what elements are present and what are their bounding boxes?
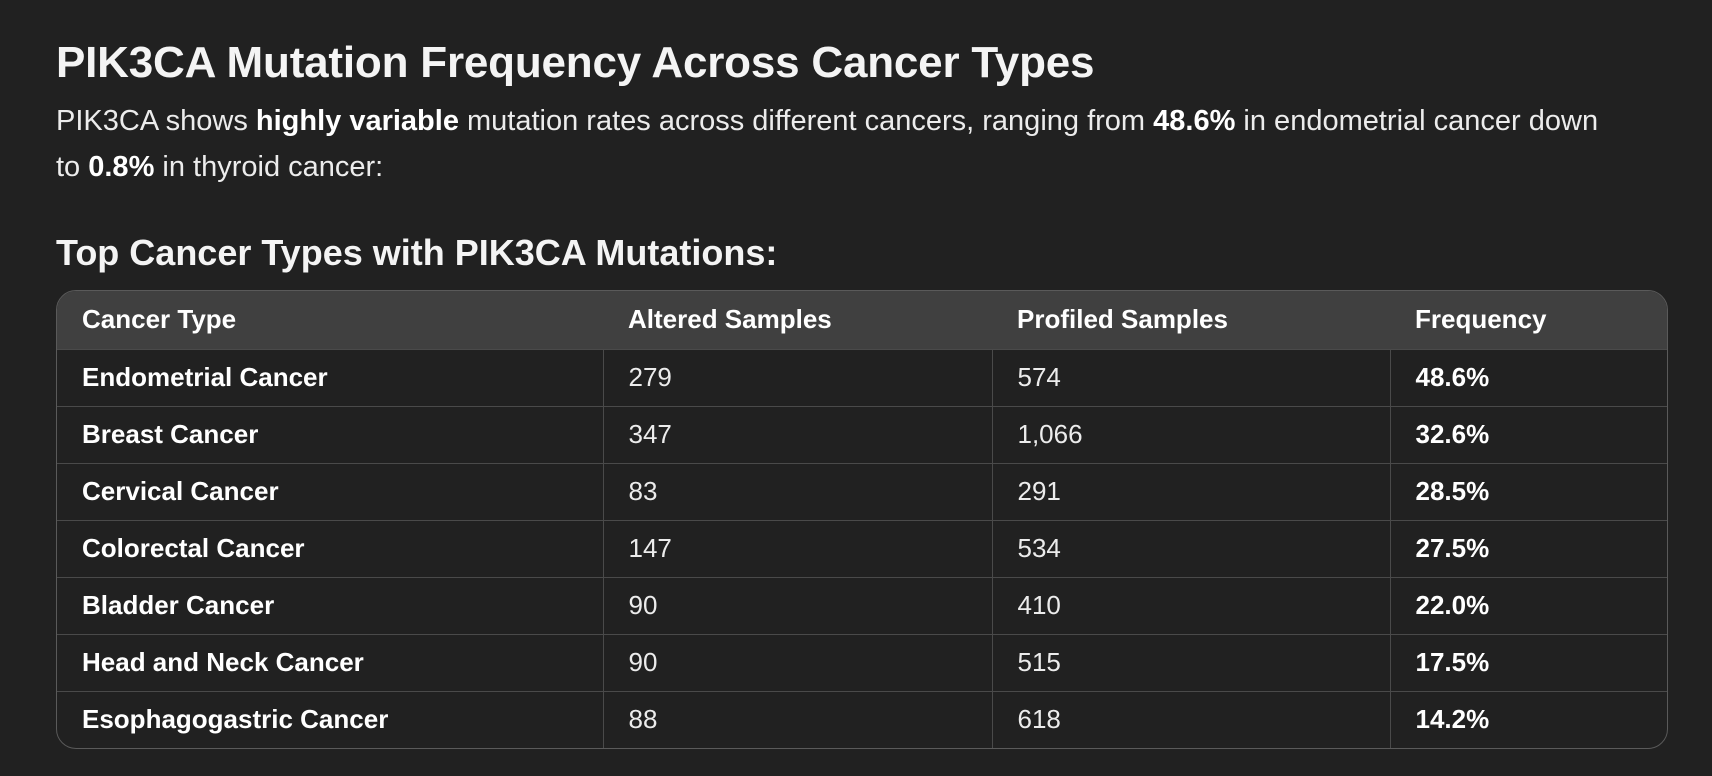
page-title: PIK3CA Mutation Frequency Across Cancer … bbox=[56, 38, 1095, 87]
cell-altered: 88 bbox=[602, 690, 992, 748]
header-cancer-type: Cancer Type bbox=[82, 304, 237, 335]
cell-altered: 83 bbox=[602, 462, 992, 520]
cell-cancer-type: Cervical Cancer bbox=[57, 462, 603, 520]
cell-cancer-type: Breast Cancer bbox=[57, 405, 603, 463]
cell-frequency: 17.5% bbox=[1389, 633, 1667, 691]
intro-bold-3: 0.8% bbox=[88, 151, 155, 183]
header-profiled-samples: Profiled Samples bbox=[1017, 304, 1228, 335]
cell-cancer-type: Bladder Cancer bbox=[57, 576, 603, 634]
cell-frequency: 28.5% bbox=[1389, 462, 1667, 520]
cell-cancer-type: Colorectal Cancer bbox=[57, 519, 603, 577]
intro-text-4: in thyroid cancer: bbox=[154, 151, 384, 183]
cell-cancer-type: Esophagogastric Cancer bbox=[57, 690, 603, 748]
cell-altered: 90 bbox=[602, 633, 992, 691]
mutation-table: Cancer Type Altered Samples Profiled Sam… bbox=[57, 291, 1667, 748]
intro-bold-1: highly variable bbox=[255, 105, 459, 137]
intro-paragraph: PIK3CA shows highly variable mutation ra… bbox=[56, 98, 1616, 190]
cell-frequency: 14.2% bbox=[1389, 690, 1667, 748]
header-frequency: Frequency bbox=[1415, 304, 1547, 335]
cell-profiled: 534 bbox=[991, 519, 1390, 577]
cell-profiled: 291 bbox=[991, 462, 1390, 520]
table-container: Cancer Type Altered Samples Profiled Sam… bbox=[56, 290, 1668, 749]
intro-text-1: PIK3CA shows bbox=[56, 105, 256, 137]
cell-frequency: 22.0% bbox=[1389, 576, 1667, 634]
intro-text-3: in endometrial cancer down to bbox=[56, 105, 1599, 183]
section-heading: Top Cancer Types with PIK3CA Mutations: bbox=[56, 232, 778, 273]
intro-text-2: mutation rates across different cancers,… bbox=[458, 105, 1154, 137]
table-row: Bladder Cancer 90 410 22.0% bbox=[57, 576, 1667, 634]
table-row: Colorectal Cancer 147 534 27.5% bbox=[57, 519, 1667, 577]
table-row: Esophagogastric Cancer 88 618 14.2% bbox=[57, 690, 1667, 748]
cell-frequency: 48.6% bbox=[1389, 348, 1667, 406]
cell-cancer-type: Head and Neck Cancer bbox=[57, 633, 603, 691]
cell-profiled: 574 bbox=[991, 348, 1390, 406]
cell-frequency: 27.5% bbox=[1389, 519, 1667, 577]
cell-profiled: 618 bbox=[991, 690, 1390, 748]
cell-altered: 90 bbox=[602, 576, 992, 634]
table-row: Head and Neck Cancer 90 515 17.5% bbox=[57, 633, 1667, 691]
table-row: Endometrial Cancer 279 574 48.6% bbox=[57, 348, 1667, 406]
cell-profiled: 410 bbox=[991, 576, 1390, 634]
cell-cancer-type: Endometrial Cancer bbox=[57, 348, 603, 406]
cell-profiled: 515 bbox=[991, 633, 1390, 691]
intro-bold-2: 48.6% bbox=[1153, 105, 1236, 137]
cell-altered: 347 bbox=[602, 405, 992, 463]
table-row: Cervical Cancer 83 291 28.5% bbox=[57, 462, 1667, 520]
table-header-row: Cancer Type Altered Samples Profiled Sam… bbox=[57, 291, 1667, 349]
header-altered-samples: Altered Samples bbox=[628, 304, 832, 335]
cell-frequency: 32.6% bbox=[1389, 405, 1667, 463]
table-row: Breast Cancer 347 1,066 32.6% bbox=[57, 405, 1667, 463]
cell-altered: 279 bbox=[602, 348, 992, 406]
cell-profiled: 1,066 bbox=[991, 405, 1390, 463]
cell-altered: 147 bbox=[602, 519, 992, 577]
